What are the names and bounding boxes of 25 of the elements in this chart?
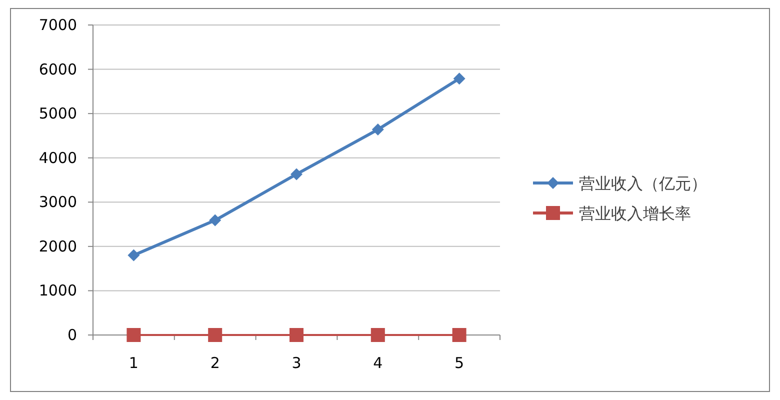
x-tick-label: 1 xyxy=(128,354,138,372)
legend-label: 营业收入增长率 xyxy=(579,204,691,223)
x-tick-label: 2 xyxy=(210,354,220,372)
y-tick-label: 4000 xyxy=(38,148,77,167)
y-tick-label: 7000 xyxy=(38,16,77,34)
point xyxy=(453,72,466,85)
x-tick-label: 3 xyxy=(292,354,302,372)
point xyxy=(209,214,222,226)
point xyxy=(370,328,385,342)
y-tick-label: 3000 xyxy=(38,193,77,212)
y-tick-label: 1000 xyxy=(38,282,77,300)
x-tick-label: 4 xyxy=(373,354,383,372)
y-tick-label: 6000 xyxy=(38,60,77,78)
x-tick-label: 5 xyxy=(454,354,464,372)
point xyxy=(290,168,302,180)
point xyxy=(128,249,140,262)
point xyxy=(372,124,384,136)
point xyxy=(452,328,466,342)
point xyxy=(126,328,141,342)
y-tick-label: 0 xyxy=(67,326,77,344)
point xyxy=(290,328,304,342)
y-tick-label: 5000 xyxy=(38,104,77,123)
point xyxy=(208,328,222,342)
legend-label: 营业收入（亿元） xyxy=(579,174,707,193)
y-tick-label: 2000 xyxy=(38,237,77,256)
